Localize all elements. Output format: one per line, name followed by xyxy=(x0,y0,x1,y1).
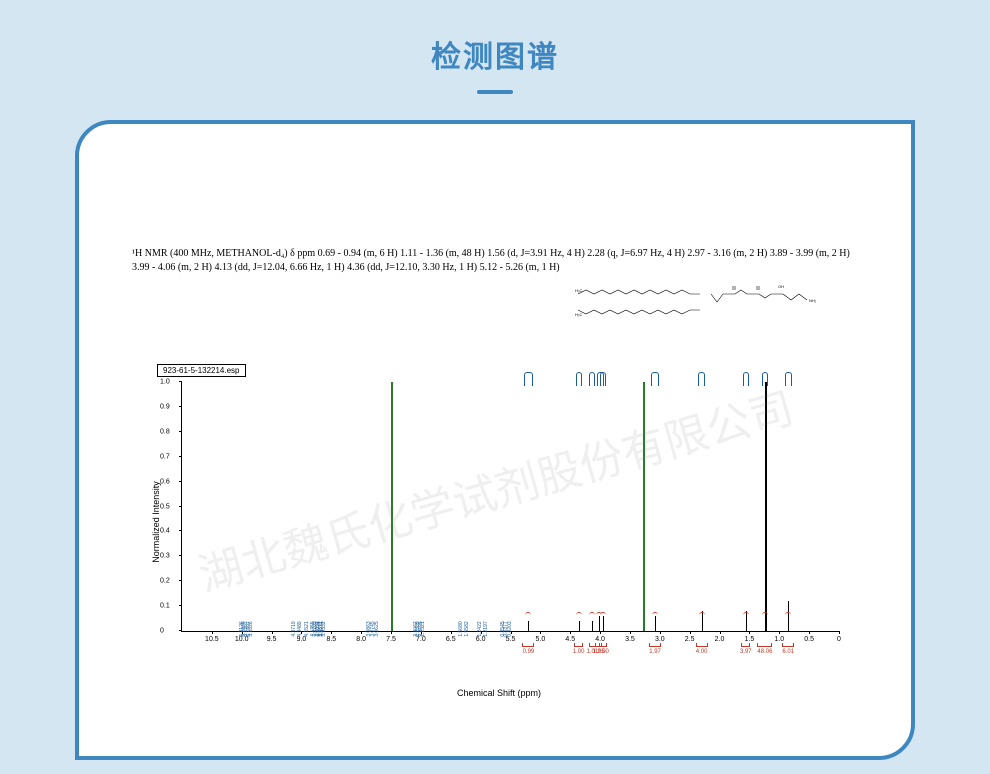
x-tick-label: 9.5 xyxy=(267,636,277,643)
integral-bracket xyxy=(782,643,794,647)
y-tick-label: 0 xyxy=(160,628,164,635)
integral-value: 1.97 xyxy=(649,649,661,655)
y-tick-label: 0.9 xyxy=(160,403,170,410)
x-tick-label: 1.0 xyxy=(774,636,784,643)
spectrum-peak xyxy=(643,382,645,631)
peak-bracket xyxy=(524,372,533,386)
integral-bracket xyxy=(649,643,661,647)
x-tick-label: 2.5 xyxy=(685,636,695,643)
nmr-chart: 923-61-5-132214.esp Normalized Intensity… xyxy=(149,372,849,672)
x-tick-label: 2.0 xyxy=(715,636,725,643)
x-tick-label: 6.0 xyxy=(476,636,486,643)
peak-bracket xyxy=(743,372,749,386)
x-tick-label: 8.5 xyxy=(326,636,336,643)
spectrum-panel: ¹H NMR (400 MHz, METHANOL-d₄) δ ppm 0.69… xyxy=(75,120,915,760)
peak-value-label: 0.8203 xyxy=(507,621,792,636)
x-tick-label: 0 xyxy=(837,636,841,643)
x-tick-label: 8.0 xyxy=(356,636,366,643)
integral-value: 4.00 xyxy=(696,649,708,655)
integral-marker xyxy=(589,612,595,616)
integral-bracket xyxy=(522,643,534,647)
x-tick-label: 4.0 xyxy=(595,636,605,643)
y-tick-label: 0.7 xyxy=(160,453,170,460)
peak-bracket xyxy=(762,372,768,386)
integral-bracket xyxy=(696,643,708,647)
title-underline xyxy=(477,90,513,94)
integral-marker xyxy=(699,612,705,616)
y-tick-label: 0.4 xyxy=(160,528,170,535)
x-tick-label: 3.0 xyxy=(655,636,665,643)
integral-marker xyxy=(743,612,749,616)
y-tick-label: 0.6 xyxy=(160,478,170,485)
integral-value: 48.06 xyxy=(757,649,772,655)
integral-bracket xyxy=(741,643,750,647)
peak-bracket xyxy=(600,372,606,386)
page-title-block: 检测图谱 xyxy=(0,0,990,94)
x-tick-label: 6.5 xyxy=(446,636,456,643)
integral-value: 1.00 xyxy=(573,649,585,655)
svg-text:H₃C: H₃C xyxy=(575,312,583,317)
peak-bracket xyxy=(785,372,792,386)
y-tick-label: 0.5 xyxy=(160,503,170,510)
x-tick-label: 1.5 xyxy=(745,636,755,643)
svg-text:OH: OH xyxy=(778,284,784,289)
integral-value: 6.01 xyxy=(782,649,794,655)
integral-bracket xyxy=(757,643,772,647)
svg-text:H₃C: H₃C xyxy=(575,288,583,293)
x-tick-label: 5.5 xyxy=(506,636,516,643)
molecule-structure: H₃C H₃C NH₂ OH xyxy=(573,282,833,322)
peak-bracket xyxy=(576,372,582,386)
chart-filename: 923-61-5-132214.esp xyxy=(157,364,246,377)
x-axis-label: Chemical Shift (ppm) xyxy=(457,688,541,698)
x-tick-label: 9.0 xyxy=(297,636,307,643)
x-tick-label: 10.0 xyxy=(235,636,249,643)
y-tick-label: 0.2 xyxy=(160,578,170,585)
integral-value: 2.00 xyxy=(597,649,609,655)
solvent-peak xyxy=(391,382,393,631)
integral-marker xyxy=(762,612,768,616)
x-tick-label: 7.5 xyxy=(386,636,396,643)
x-tick-label: 3.5 xyxy=(625,636,635,643)
x-tick-label: 5.0 xyxy=(535,636,545,643)
integral-marker xyxy=(600,612,606,616)
peak-bracket xyxy=(651,372,658,386)
x-tick-label: 4.5 xyxy=(565,636,575,643)
integral-value: 3.97 xyxy=(740,649,752,655)
integral-marker xyxy=(576,612,582,616)
x-tick-label: 10.5 xyxy=(205,636,219,643)
y-tick-label: 0.8 xyxy=(160,428,170,435)
integral-marker xyxy=(525,612,531,616)
x-tick-label: 7.0 xyxy=(416,636,426,643)
integral-bracket xyxy=(574,643,583,647)
peak-bracket xyxy=(589,372,595,386)
page-title: 检测图谱 xyxy=(0,32,990,76)
y-tick-label: 1.0 xyxy=(160,379,170,386)
integral-marker xyxy=(652,612,658,616)
x-tick-label: 0.5 xyxy=(804,636,814,643)
peak-bracket xyxy=(698,372,705,386)
spectrum-peak xyxy=(765,382,767,631)
nmr-description-text: ¹H NMR (400 MHz, METHANOL-d₄) δ ppm 0.69… xyxy=(132,247,858,274)
integral-bracket xyxy=(599,643,606,647)
integral-marker xyxy=(785,612,791,616)
integral-value: 0.99 xyxy=(523,649,535,655)
svg-text:NH₂: NH₂ xyxy=(809,298,817,303)
y-tick-label: 0.1 xyxy=(160,603,170,610)
y-tick-label: 0.3 xyxy=(160,553,170,560)
y-axis-label: Normalized Intensity xyxy=(151,481,161,563)
plot-area: 00.10.20.30.40.50.60.70.80.91.010.510.09… xyxy=(181,382,839,632)
